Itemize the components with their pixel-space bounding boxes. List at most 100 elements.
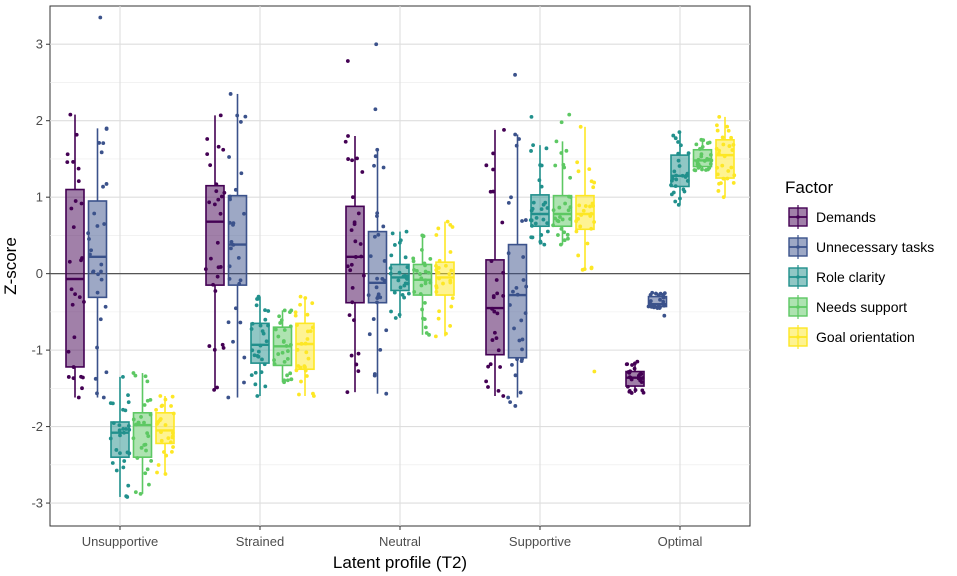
data-point [545,221,550,225]
data-point [258,343,263,348]
data-point [671,133,676,138]
data-point [149,459,154,463]
data-point [79,258,83,263]
data-point [529,235,534,240]
data-point [259,370,264,375]
legend-label: Goal orientation [816,329,915,345]
data-point [542,242,547,247]
data-point [494,278,499,282]
data-point [676,140,680,144]
data-point [147,482,151,487]
data-point [126,400,131,405]
data-point [238,120,243,124]
data-point [170,394,175,399]
data-point [170,434,175,439]
data-point [350,158,354,163]
data-point [640,388,645,393]
data-point [657,306,662,310]
y-tick-label: 3 [36,37,43,52]
data-point [448,250,453,254]
data-point [592,369,597,374]
data-point [288,342,293,347]
data-point [731,181,736,185]
data-point [227,220,232,225]
data-point [375,300,379,305]
data-point [99,277,104,282]
data-point [273,327,278,332]
data-point [304,374,309,378]
data-point [145,467,150,472]
data-point [513,72,517,77]
data-point [721,195,726,200]
data-point [227,277,232,281]
data-point [76,395,81,400]
data-point [501,293,506,298]
data-point [568,205,573,210]
data-point [705,157,710,161]
data-point [231,339,235,344]
data-point [418,272,422,276]
data-point [422,317,427,322]
y-axis-title: Z-score [1,237,20,295]
box-body [507,243,528,359]
data-point [506,251,511,256]
data-point [732,173,737,178]
data-point [511,289,515,294]
data-point [359,254,364,259]
data-point [676,158,681,163]
data-point [71,225,76,230]
data-point [122,459,127,463]
data-point [148,412,153,417]
data-point [578,124,583,129]
data-point [148,397,153,402]
data-point [95,290,100,295]
data-point [284,344,289,348]
data-point [231,242,236,247]
data-point [436,226,441,231]
data-point [288,324,293,329]
data-point [356,351,361,356]
data-point [236,256,241,260]
data-point [510,362,514,367]
data-point [222,190,227,195]
data-point [233,187,238,192]
data-point [562,238,567,243]
data-point [501,270,506,275]
data-point [627,375,632,380]
data-point [381,224,386,229]
x-tick-label: Strained [236,534,284,549]
data-point [67,259,72,264]
data-point [345,390,350,395]
data-point [237,281,242,286]
data-point [76,179,81,184]
data-point [434,268,439,272]
data-point [396,278,401,283]
data-point [491,151,496,156]
data-point [520,347,524,352]
data-point [696,157,701,162]
box-goal-orientation [155,396,175,474]
data-point [213,289,218,293]
legend: Factor Demands Unnecessary tasks Role clar… [785,178,934,349]
y-tick-label: -2 [31,419,43,434]
data-point [679,143,683,148]
data-point [205,152,210,157]
data-point [80,386,84,391]
data-point [436,266,441,270]
data-point [98,317,103,322]
data-point [662,303,666,308]
box-demands [65,114,85,398]
jitter-points-layer [65,15,737,499]
data-point [143,471,148,476]
data-point [69,287,74,292]
data-point [372,372,377,376]
data-point [486,385,490,389]
data-point [381,165,386,170]
data-point [66,375,71,379]
data-point [242,355,247,360]
data-point [434,289,439,294]
data-point [520,337,525,342]
data-point [588,204,592,209]
data-point [544,146,549,151]
data-point [228,194,232,199]
